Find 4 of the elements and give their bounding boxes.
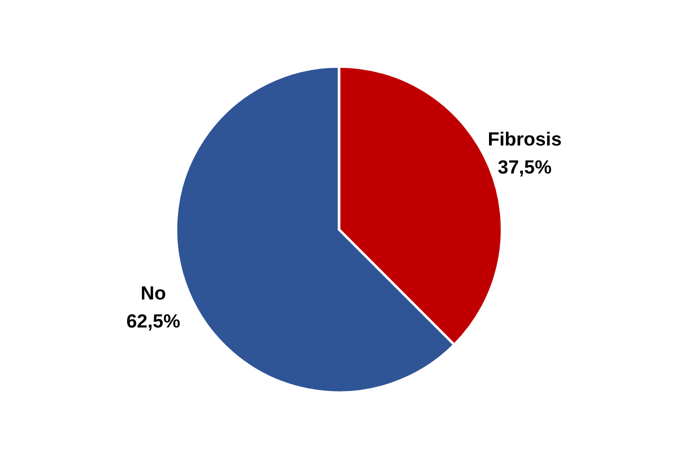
slice-label: No xyxy=(140,283,166,304)
data-label: 37,5% xyxy=(498,158,552,179)
data-label: 62,5% xyxy=(126,311,180,332)
slice-label: Fibrosis xyxy=(488,130,562,151)
